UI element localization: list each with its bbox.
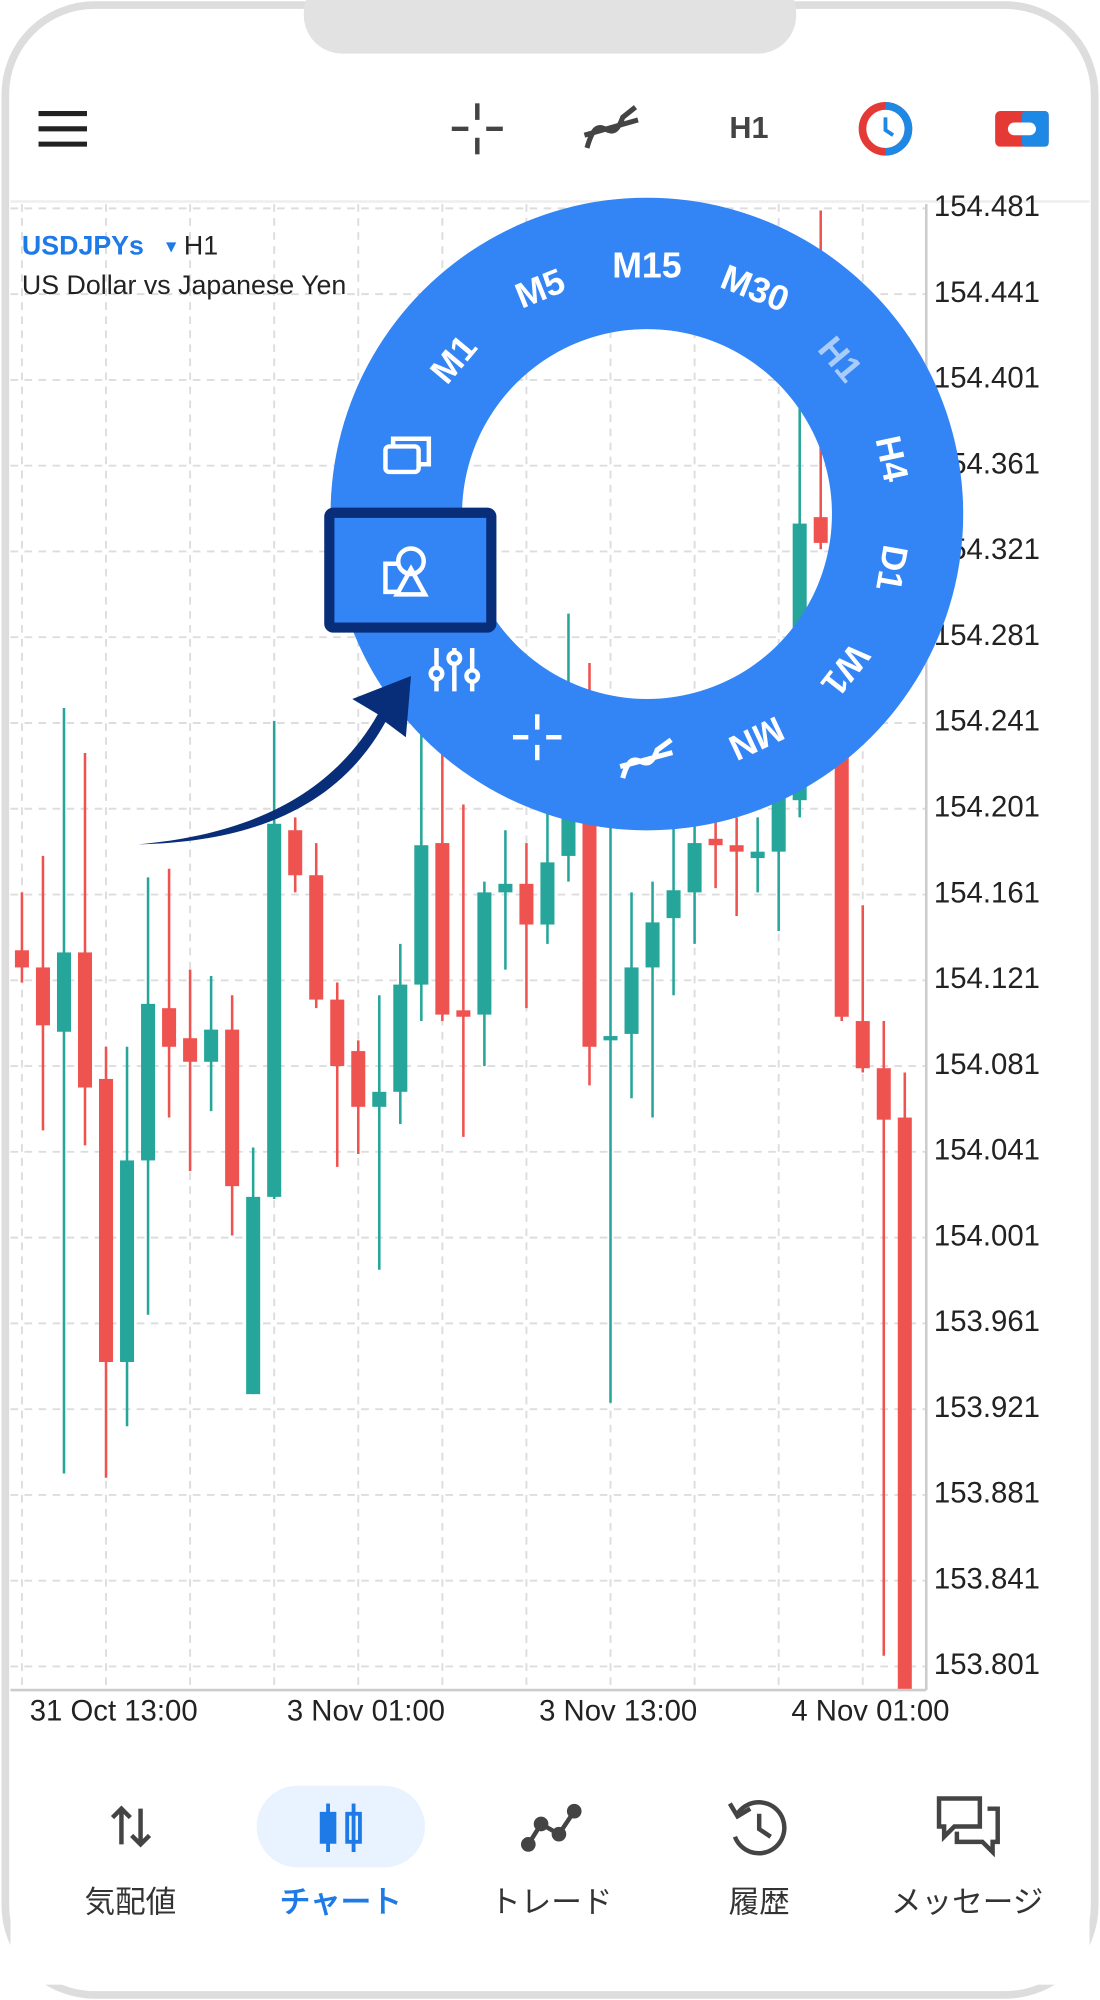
notch bbox=[303, 0, 797, 54]
candle-body bbox=[855, 1021, 870, 1069]
nav-label[interactable]: メッセージ bbox=[891, 1885, 1043, 1919]
candle-body bbox=[414, 845, 429, 985]
trade-clock-button[interactable] bbox=[858, 102, 913, 156]
y-tick-label: 153.921 bbox=[934, 1391, 1040, 1424]
chart-symbol: USDJPYs bbox=[22, 231, 144, 261]
nav-label[interactable]: チャート bbox=[280, 1885, 402, 1919]
candle-body bbox=[519, 883, 534, 925]
candle-body bbox=[645, 922, 660, 968]
candle-body bbox=[435, 843, 450, 1015]
candle-body bbox=[183, 1038, 198, 1062]
messages-icon[interactable] bbox=[936, 1796, 1000, 1858]
nav-labels: 気配値 チャート トレード 履歴 メッセージ bbox=[84, 1885, 1043, 1919]
windows-icon[interactable] bbox=[383, 436, 432, 475]
candle-body bbox=[77, 952, 93, 1088]
y-tick-label: 154.241 bbox=[934, 705, 1040, 738]
candle-body bbox=[561, 817, 576, 856]
nav-label[interactable]: 履歴 bbox=[729, 1885, 790, 1919]
chart-description: US Dollar vs Japanese Yen bbox=[22, 270, 346, 300]
menu-button[interactable] bbox=[38, 110, 87, 147]
y-tick-label: 154.001 bbox=[934, 1219, 1040, 1252]
candle-body bbox=[666, 890, 681, 919]
active-tab-background bbox=[256, 1785, 425, 1868]
indicators-button[interactable] bbox=[583, 105, 639, 149]
y-tick-label: 153.881 bbox=[934, 1477, 1040, 1510]
x-tick-label: 4 Nov 01:00 bbox=[791, 1695, 949, 1728]
candle-body bbox=[498, 883, 513, 893]
candle-body bbox=[624, 967, 639, 1034]
one-click-button[interactable] bbox=[995, 110, 1049, 147]
y-tick-label: 153.841 bbox=[934, 1562, 1040, 1595]
candle-body bbox=[540, 862, 555, 925]
candle-body bbox=[771, 791, 786, 852]
candle-body bbox=[708, 838, 723, 846]
y-tick-label: 153.961 bbox=[934, 1305, 1040, 1338]
timeframe-option[interactable]: D1 bbox=[868, 542, 915, 594]
y-tick-label: 154.401 bbox=[934, 362, 1040, 395]
candle-body bbox=[603, 1036, 618, 1041]
timeframe-option[interactable]: H4 bbox=[867, 432, 916, 485]
chart-period: H1 bbox=[184, 231, 218, 261]
candle-body bbox=[729, 845, 744, 852]
y-tick-label: 154.081 bbox=[934, 1048, 1040, 1081]
y-tick-label: 154.161 bbox=[934, 876, 1040, 909]
candle-body bbox=[582, 817, 597, 1047]
candle-body bbox=[876, 1068, 891, 1120]
candle-body bbox=[35, 967, 50, 1026]
y-tick-label: 154.441 bbox=[934, 276, 1040, 309]
chart-icon[interactable] bbox=[319, 1803, 362, 1853]
symbol-dropdown-arrow[interactable] bbox=[166, 242, 177, 253]
x-tick-label: 3 Nov 01:00 bbox=[287, 1695, 445, 1728]
candle-body bbox=[897, 1117, 912, 1691]
candle-body bbox=[56, 952, 71, 1032]
candle-body bbox=[351, 1051, 366, 1107]
candle-body bbox=[456, 1010, 471, 1017]
candle-body bbox=[246, 1196, 261, 1395]
candle-body bbox=[267, 823, 282, 1197]
candle-body bbox=[834, 753, 849, 1017]
x-tick-label: 31 Oct 13:00 bbox=[30, 1695, 198, 1728]
candle-body bbox=[99, 1078, 114, 1362]
y-tick-label: 153.801 bbox=[934, 1648, 1040, 1681]
nav-label[interactable]: トレード bbox=[490, 1885, 612, 1919]
ring-background bbox=[330, 197, 964, 831]
candle-body bbox=[393, 984, 408, 1092]
candle-body bbox=[330, 999, 345, 1067]
bottom-nav bbox=[10, 1760, 1090, 1985]
candle-body bbox=[162, 1008, 177, 1047]
candle-body bbox=[225, 1029, 240, 1187]
candle-body bbox=[120, 1160, 135, 1362]
quotes-icon[interactable] bbox=[110, 1805, 152, 1848]
candle-body bbox=[309, 875, 324, 1000]
settings-icon[interactable] bbox=[428, 647, 481, 692]
candle-body bbox=[288, 830, 303, 876]
candle-body bbox=[477, 892, 492, 1015]
candle-body bbox=[813, 517, 828, 543]
candle-body bbox=[141, 1003, 156, 1161]
candle-body bbox=[14, 950, 29, 968]
timeframe-button[interactable]: H1 bbox=[729, 111, 768, 145]
candle-body bbox=[687, 843, 702, 893]
candle-body bbox=[750, 851, 765, 859]
y-tick-label: 154.481 bbox=[934, 190, 1040, 223]
crosshair-button[interactable] bbox=[451, 103, 503, 155]
y-tick-label: 154.041 bbox=[934, 1134, 1040, 1167]
ring-crosshair-icon[interactable] bbox=[513, 714, 562, 761]
y-tick-label: 154.281 bbox=[934, 619, 1040, 652]
trade-icon[interactable] bbox=[520, 1803, 582, 1852]
ring-indicator-icon[interactable] bbox=[619, 737, 674, 779]
timeframe-option[interactable]: M15 bbox=[612, 245, 681, 285]
candle-body bbox=[372, 1091, 387, 1107]
y-tick-label: 154.121 bbox=[934, 962, 1040, 995]
nav-label[interactable]: 気配値 bbox=[84, 1885, 176, 1919]
candle-body bbox=[204, 1029, 219, 1062]
y-tick-label: 154.201 bbox=[934, 791, 1040, 824]
pointer-arrow bbox=[138, 676, 411, 845]
history-icon[interactable] bbox=[727, 1800, 787, 1856]
x-tick-label: 3 Nov 13:00 bbox=[539, 1695, 697, 1728]
objects-icon bbox=[383, 546, 429, 597]
